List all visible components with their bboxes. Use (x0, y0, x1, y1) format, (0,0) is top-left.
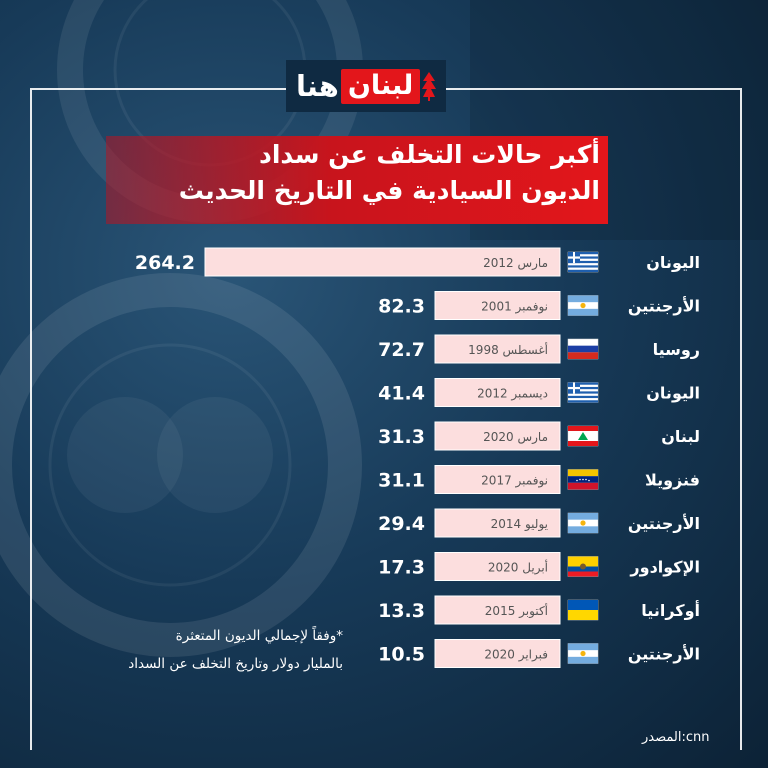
country-label: أوكرانيا (641, 600, 700, 620)
bar-value-label: 13.3 (378, 600, 425, 622)
bar-value-label: 82.3 (378, 296, 425, 318)
bar-row: ديسمبر 2012 41.4 اليونان (378, 378, 700, 407)
greece-flag (567, 382, 599, 403)
country-label: اليونان (646, 253, 700, 272)
bar-value-label: 17.3 (378, 557, 425, 579)
bar-row: أكتوبر 2015 13.3 أوكرانيا (378, 595, 700, 625)
ukraine-flag (567, 599, 599, 621)
title-line-1: أكبر حالات التخلف عن سداد (259, 140, 600, 169)
country-label: الإكوادور (629, 558, 700, 577)
venezuela-flag (567, 469, 599, 490)
bar-date-label: أبريل 2020 (488, 560, 548, 576)
title-line-2: الديون السيادية في التاريخ الحديث (178, 176, 600, 205)
bar-date-label: أكتوبر 2015 (485, 603, 548, 619)
russia-flag (567, 338, 599, 360)
country-label: الأرجنتين (628, 514, 700, 533)
bar-value-label: 31.1 (378, 470, 425, 492)
bar-date-label: فبراير 2020 (484, 648, 548, 663)
bar-date-label: نوفمبر 2017 (481, 474, 548, 489)
bar (434, 465, 561, 494)
logo-red-text: لبنان (340, 68, 421, 104)
bar-row: مارس 2012 264.2 اليونان (135, 247, 700, 277)
bar-value-label: 72.7 (378, 339, 425, 361)
brand-logo: لبنان هنا (286, 60, 447, 112)
bar-date-label: نوفمبر 2001 (481, 300, 548, 315)
title-background (106, 136, 608, 224)
bar-row: أغسطس 1998 72.7 روسيا (378, 334, 700, 364)
ecuador-flag (567, 556, 599, 577)
country-label: فنزويلا (645, 471, 700, 490)
bar (434, 639, 561, 668)
bar-value-label: 10.5 (378, 644, 425, 666)
bar-row: يوليو 2014 29.4 الأرجنتين (378, 508, 700, 538)
note-line-2: بالمليار دولار وتاريخ التخلف عن السداد (128, 656, 343, 672)
bar-row: نوفمبر 2001 82.3 الأرجنتين (378, 291, 700, 320)
country-label: اليونان (646, 384, 700, 403)
logo-white-text: هنا (296, 68, 339, 103)
bar-date-label: ديسمبر 2012 (477, 387, 548, 402)
bar-row: مارس 2020 31.3 لبنان (378, 421, 700, 451)
source-credit: المصدر:cnn (642, 730, 710, 745)
bar-row: نوفمبر 2017 31.1 فنزويلا (378, 465, 700, 494)
argentina-flag (567, 512, 599, 534)
country-label: لبنان (661, 427, 700, 446)
note-line-1: *وفقاً لإجمالي الديون المتعثرة (175, 628, 343, 644)
bar-value-label: 264.2 (135, 252, 195, 274)
bar (434, 291, 561, 320)
bar (434, 595, 561, 625)
bar (434, 334, 561, 364)
bar-value-label: 31.3 (378, 426, 425, 448)
cedar-icon (422, 72, 437, 101)
bar (434, 421, 561, 451)
bar (434, 378, 561, 407)
lebanon-flag (567, 425, 599, 447)
greece-flag (567, 251, 599, 273)
bar-value-label: 29.4 (378, 513, 425, 535)
argentina-flag (567, 295, 599, 316)
bar-date-label: يوليو 2014 (491, 517, 548, 532)
bar (434, 552, 561, 581)
bar-row: أبريل 2020 17.3 الإكوادور (378, 552, 700, 581)
bar-date-label: مارس 2020 (483, 430, 548, 445)
bar (204, 247, 561, 277)
country-label: روسيا (653, 340, 700, 359)
bar-value-label: 41.4 (378, 383, 425, 405)
bar-date-label: أغسطس 1998 (468, 342, 548, 358)
bar (434, 508, 561, 538)
bar-row: فبراير 2020 10.5 الأرجنتين (378, 639, 700, 668)
argentina-flag (567, 643, 599, 664)
bar-date-label: مارس 2012 (483, 256, 548, 271)
country-label: الأرجنتين (628, 645, 700, 664)
country-label: الأرجنتين (628, 297, 700, 316)
